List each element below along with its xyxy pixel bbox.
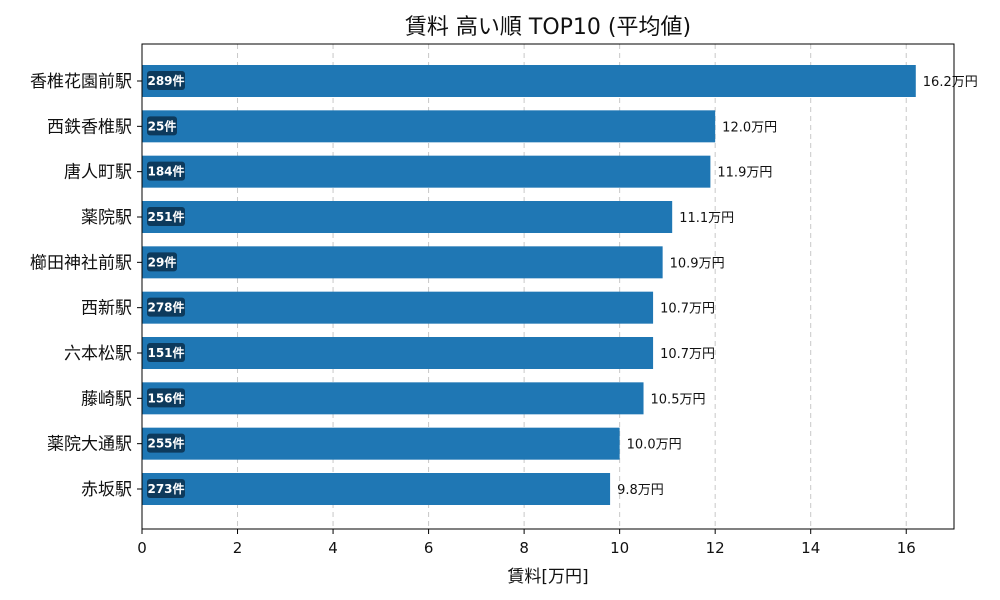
count-badge (147, 161, 185, 181)
chart-title: 賃料 高い順 TOP10 (平均値) (405, 15, 691, 40)
bar (142, 65, 916, 97)
x-tick-label: 0 (137, 539, 147, 557)
x-tick-label: 4 (328, 539, 338, 557)
x-tick-label: 6 (424, 539, 434, 557)
y-tick-label: 西鉄香椎駅 (47, 117, 132, 137)
plot-frame (141, 43, 955, 530)
y-tick-label: 西新駅 (81, 299, 132, 319)
count-badge (147, 252, 177, 272)
x-tick-label: 2 (233, 539, 243, 557)
value-label: 12.0万円 (722, 120, 777, 135)
x-tick-label: 16 (897, 539, 916, 557)
count-badge (147, 433, 185, 453)
y-axis: 香椎花園前駅西鉄香椎駅唐人町駅薬院駅櫛田神社前駅西新駅六本松駅藤崎駅薬院大通駅赤… (30, 72, 142, 500)
value-label: 16.2万円 (923, 75, 978, 90)
count-badge (147, 343, 185, 362)
count-label: 151件 (147, 345, 184, 360)
value-label: 10.9万円 (670, 256, 725, 271)
bars: 16.2万円 289件 12.0万円 25件 11.9万円 184件 11.1万円 251件 1… (142, 65, 978, 505)
bar (142, 473, 611, 505)
y-tick-label: 香椎花園前駅 (30, 72, 132, 92)
bar (142, 110, 716, 143)
bar (142, 246, 663, 279)
x-axis: 0 2 4 6 8 10 12 14 16 (137, 529, 916, 557)
value-label: 10.7万円 (660, 347, 715, 362)
y-tick-label: 赤坂駅 (81, 480, 132, 500)
count-badge (147, 207, 185, 226)
bar (142, 337, 654, 369)
count-badge (147, 479, 185, 498)
y-tick-label: 六本松駅 (64, 344, 132, 364)
y-tick-label: 藤崎駅 (81, 389, 132, 409)
y-tick-label: 唐人町駅 (64, 162, 132, 183)
bar (142, 155, 711, 188)
count-label: 156件 (147, 390, 184, 405)
count-label: 184件 (147, 164, 184, 179)
x-tick-label: 10 (610, 539, 629, 557)
bar (142, 427, 620, 460)
value-label: 9.8万円 (617, 483, 664, 498)
count-badge (147, 116, 177, 136)
count-label: 25件 (148, 118, 177, 133)
bar (142, 291, 654, 324)
count-label: 289件 (147, 73, 184, 88)
x-axis-label: 賃料[万円] (507, 567, 588, 587)
count-label: 273件 (147, 481, 184, 496)
count-badge (147, 71, 185, 90)
value-label: 11.1万円 (679, 211, 734, 226)
x-tick-label: 8 (519, 539, 529, 557)
x-tick-label: 12 (706, 539, 725, 557)
y-tick-label: 薬院駅 (81, 208, 132, 228)
count-badge (147, 388, 185, 408)
value-label: 10.7万円 (660, 302, 715, 317)
count-label: 29件 (148, 254, 177, 269)
y-tick-label: 薬院大通駅 (47, 435, 132, 455)
value-label: 11.9万円 (717, 166, 772, 181)
count-label: 278件 (147, 300, 184, 315)
count-label: 251件 (147, 209, 184, 224)
value-label: 10.5万円 (651, 392, 706, 407)
x-tick-label: 14 (801, 539, 820, 557)
y-tick-label: 櫛田神社前駅 (30, 253, 132, 273)
count-badge (147, 297, 185, 317)
value-label: 10.0万円 (627, 438, 682, 453)
bar (142, 382, 644, 415)
count-label: 255件 (147, 436, 184, 451)
bar (142, 201, 673, 233)
